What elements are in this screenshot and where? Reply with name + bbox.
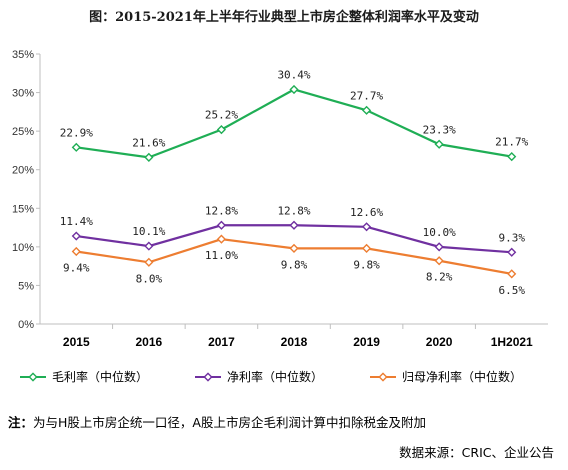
footnote-prefix: 注： [8,415,34,430]
data-label: 27.7% [350,89,383,102]
x-tick-label: 2015 [63,335,90,349]
y-tick-label: 5% [18,280,34,292]
data-point [507,152,517,162]
data-point [434,242,444,252]
y-tick-label: 25% [12,126,34,138]
data-point [361,105,372,115]
data-point [144,241,154,251]
x-tick-label: 2018 [281,335,308,349]
legend-swatch-marker [28,372,38,382]
data-point [144,257,154,267]
data-label: 9.8% [353,258,380,271]
data-label: 12.8% [277,204,310,217]
x-tick-label: 1H2021 [491,335,533,349]
data-point [434,256,444,266]
data-point [71,246,81,257]
data-point [289,84,299,95]
data-label: 11.0% [205,249,238,262]
y-tick-label: 35% [12,49,34,61]
data-label: 22.9% [60,126,93,139]
data-point [289,243,299,253]
data-label: 9.8% [281,258,308,271]
data-point [361,243,372,253]
legend-label: 毛利率（中位数） [52,369,148,384]
data-point [144,152,154,162]
data-source: 数据来源：CRIC、企业公告 [399,445,554,460]
legend-label: 净利率（中位数） [227,369,323,384]
y-tick-label: 15% [12,203,34,215]
data-label: 11.4% [60,215,93,228]
y-tick-label: 20% [12,165,34,177]
data-label: 30.4% [277,68,310,81]
data-point [216,220,227,230]
x-tick-label: 2016 [136,335,163,349]
data-point [507,247,517,257]
data-label: 12.6% [350,206,383,219]
data-label: 21.6% [132,136,165,149]
data-label: 10.0% [423,226,456,239]
footnote: 注：为与H股上市房企统一口径，A股上市房企毛利润计算中扣除税金及附加 [8,412,426,431]
data-point [216,234,227,244]
data-label: 6.5% [498,284,525,297]
line-chart: 0% 5% 10% 15% 20% 25% 30% 35% 2015 2016 2017 2018 20… [12,49,548,384]
data-point [361,222,372,232]
x-tick-label: 2020 [426,335,453,349]
legend-swatch-marker [378,372,388,382]
data-label: 8.0% [136,272,163,285]
footnote-text: 为与H股上市房企统一口径，A股上市房企毛利润计算中扣除税金及附加 [33,415,426,430]
y-tick-label: 0% [18,319,34,331]
data-label: 23.3% [423,123,456,136]
legend-swatch-marker [203,372,213,382]
data-label: 9.3% [498,231,525,244]
data-point [71,142,81,152]
data-label: 10.1% [132,225,165,238]
data-point [507,269,517,279]
y-tick-label: 30% [12,88,34,100]
data-label: 21.7% [495,136,528,149]
data-label: 12.8% [205,204,238,217]
data-label: 25.2% [205,109,238,122]
x-tick-label: 2017 [208,335,235,349]
data-point [434,139,444,149]
y-tick-label: 10% [12,242,34,254]
data-point [216,125,227,135]
x-tick-label: 2019 [353,335,380,349]
data-point [289,220,299,230]
data-label: 8.2% [426,271,453,284]
data-point [71,231,81,241]
data-label: 9.4% [63,261,90,274]
legend-label: 归母净利率（中位数） [402,369,522,384]
chart-title: 图：2015-2021年上半年行业典型上市房企整体利润率水平及变动 [89,10,479,25]
